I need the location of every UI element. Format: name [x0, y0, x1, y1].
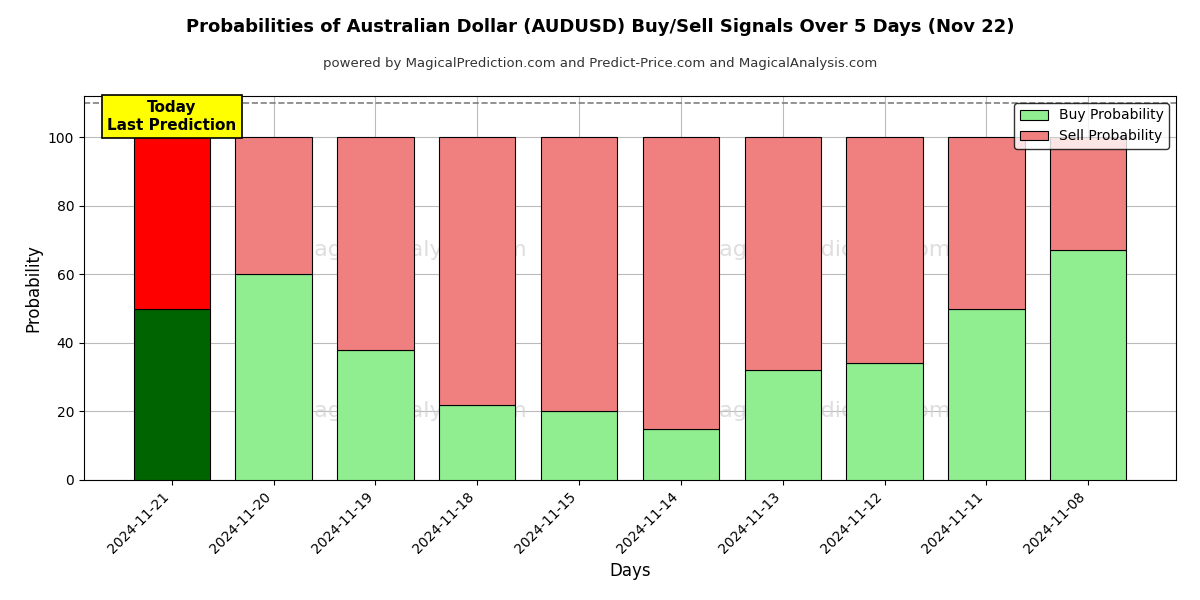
- Bar: [1050, 137, 1127, 250]
- Bar: [439, 404, 516, 480]
- Text: MagicalAnalysis.com: MagicalAnalysis.com: [295, 401, 528, 421]
- Bar: [235, 274, 312, 480]
- Bar: [439, 137, 516, 404]
- Bar: [337, 350, 414, 480]
- Bar: [541, 137, 617, 412]
- Text: powered by MagicalPrediction.com and Predict-Price.com and MagicalAnalysis.com: powered by MagicalPrediction.com and Pre…: [323, 57, 877, 70]
- Y-axis label: Probability: Probability: [24, 244, 42, 332]
- Bar: [846, 364, 923, 480]
- Text: MagicalPrediction.com: MagicalPrediction.com: [701, 401, 952, 421]
- Bar: [133, 137, 210, 308]
- Bar: [643, 137, 719, 428]
- Legend: Buy Probability, Sell Probability: Buy Probability, Sell Probability: [1014, 103, 1169, 149]
- Bar: [744, 370, 821, 480]
- Bar: [337, 137, 414, 350]
- Bar: [846, 137, 923, 364]
- Text: MagicalAnalysis.com: MagicalAnalysis.com: [295, 239, 528, 260]
- Text: MagicalPrediction.com: MagicalPrediction.com: [701, 239, 952, 260]
- Bar: [948, 308, 1025, 480]
- Text: Today
Last Prediction: Today Last Prediction: [107, 100, 236, 133]
- Bar: [948, 137, 1025, 308]
- Bar: [235, 137, 312, 274]
- Text: Probabilities of Australian Dollar (AUDUSD) Buy/Sell Signals Over 5 Days (Nov 22: Probabilities of Australian Dollar (AUDU…: [186, 18, 1014, 36]
- Bar: [744, 137, 821, 370]
- Bar: [1050, 250, 1127, 480]
- X-axis label: Days: Days: [610, 562, 650, 580]
- Bar: [643, 428, 719, 480]
- Bar: [133, 308, 210, 480]
- Bar: [541, 412, 617, 480]
